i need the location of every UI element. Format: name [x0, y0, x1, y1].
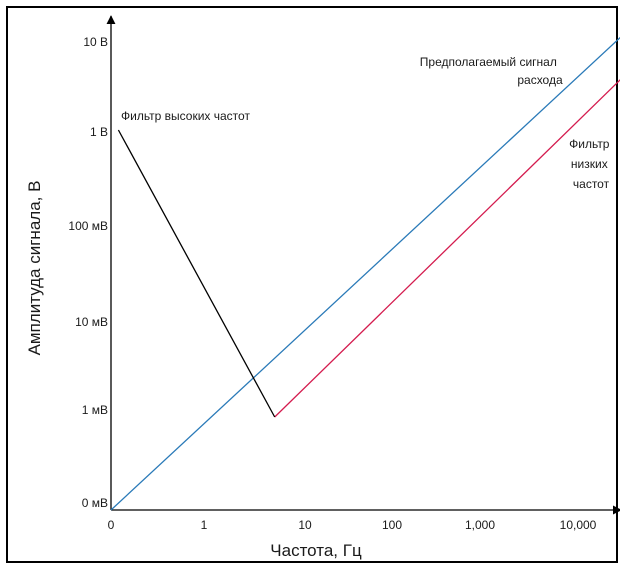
series-label-highpass: Фильтр высоких частот: [121, 109, 250, 123]
y-tick-label: 1 В: [90, 125, 108, 139]
y-tick-label: 0 мВ: [82, 496, 108, 510]
x-tick-label: 1,000: [465, 518, 495, 532]
series-layer: [110, 36, 620, 511]
x-tick-label: 10,000: [560, 518, 597, 532]
y-tick-label: 100 мВ: [68, 219, 108, 233]
x-tick-labels: 0 1 10 100 1,000 10,000: [108, 518, 597, 532]
highpass-filter-line: [117, 129, 276, 418]
x-tick-label: 0: [108, 518, 115, 532]
x-tick-label: 1: [201, 518, 208, 532]
y-tick-label: 1 мВ: [82, 403, 108, 417]
y-tick-label: 10 В: [83, 35, 108, 49]
series-labels: Предполагаемый сигнал расхода Фильтр низ…: [121, 55, 613, 191]
y-tick-labels: 0 мВ 1 мВ 10 мВ 100 мВ 1 В 10 В: [68, 35, 108, 510]
series-label-lowpass: Фильтр низких частот: [569, 137, 613, 191]
y-tick-label: 10 мВ: [75, 315, 108, 329]
x-tick-label: 100: [382, 518, 402, 532]
series-label-flow-signal: Предполагаемый сигнал расхода: [420, 55, 563, 87]
chart-frame: 0 1 10 100 1,000 10,000 0 мВ 1 мВ 10 мВ …: [6, 6, 620, 563]
y-axis-title: Амплитуда сигнала, В: [25, 181, 44, 356]
line-chart: 0 1 10 100 1,000 10,000 0 мВ 1 мВ 10 мВ …: [25, 15, 620, 560]
x-axis-title: Частота, Гц: [270, 541, 362, 560]
flow-signal-line: [110, 36, 620, 511]
lowpass-filter-line: [274, 79, 620, 418]
x-tick-label: 10: [298, 518, 312, 532]
